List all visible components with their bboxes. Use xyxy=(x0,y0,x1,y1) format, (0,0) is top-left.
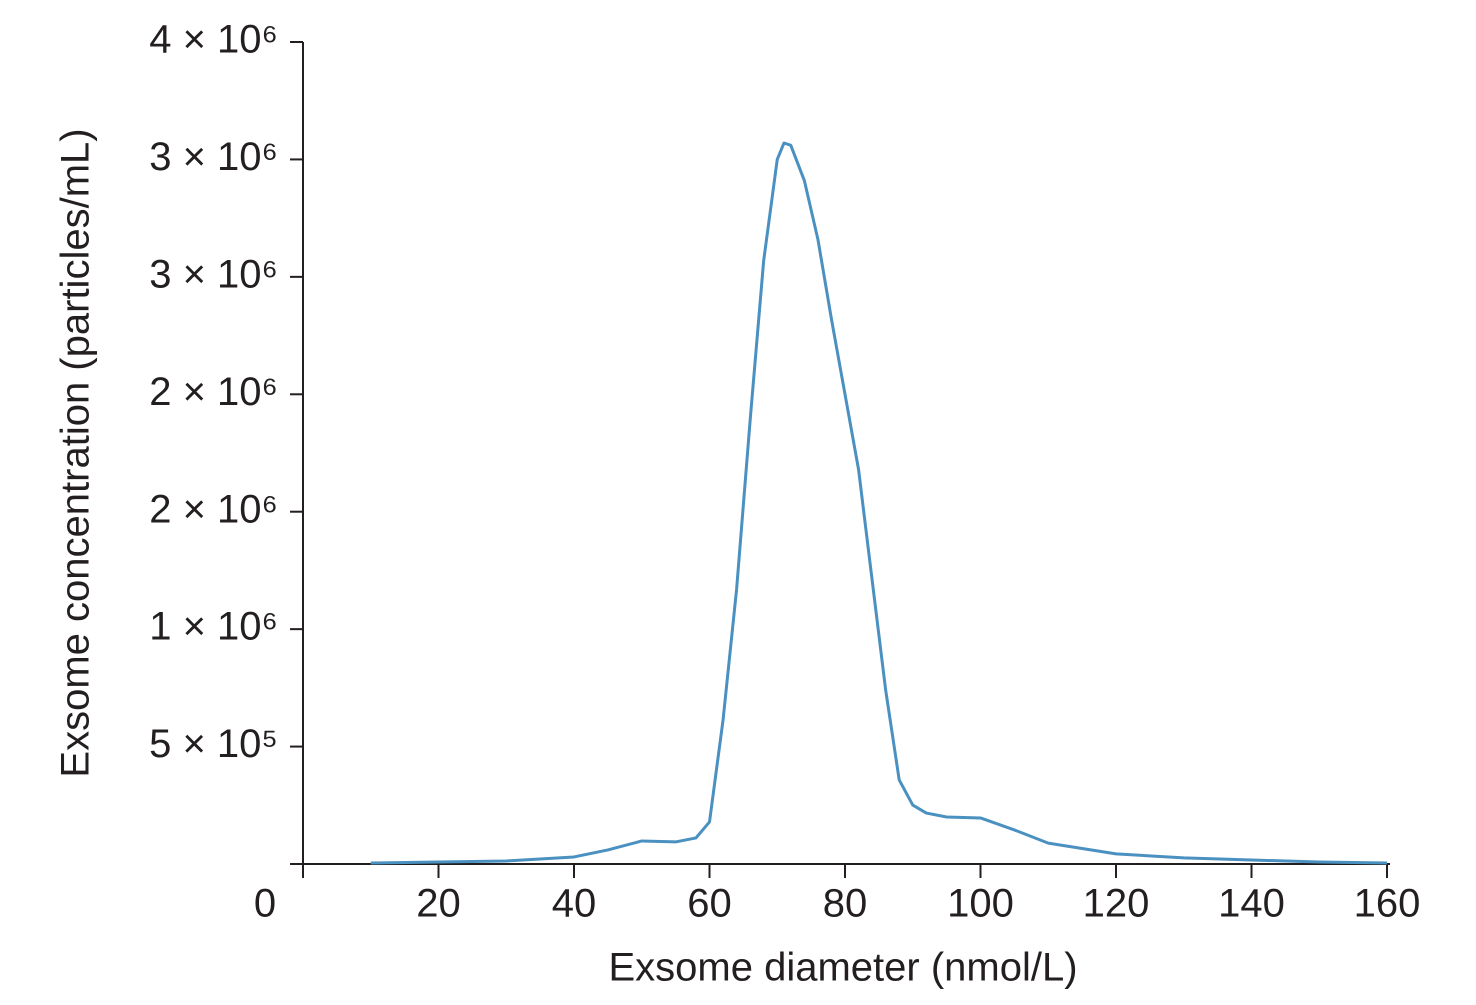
y-tick-label: 2 × 10⁶ xyxy=(149,370,278,414)
x-tick-label: 100 xyxy=(947,882,1014,926)
x-tick-label: 0 xyxy=(254,882,276,926)
x-tick-label: 40 xyxy=(552,882,597,926)
x-tick-label: 140 xyxy=(1218,882,1285,926)
data-line xyxy=(370,141,1388,865)
x-tick-label: 60 xyxy=(687,882,732,926)
y-tick-label: 1 × 10⁶ xyxy=(149,605,278,649)
x-tick-label: 120 xyxy=(1083,882,1150,926)
x-axis-label: Exsome diameter (nmol/L) xyxy=(608,946,1077,990)
y-tick-label: 2 × 10⁶ xyxy=(149,487,278,531)
x-tick-label: 20 xyxy=(416,882,461,926)
y-tick-label: 4 × 10⁶ xyxy=(149,18,278,62)
x-tick-label: 160 xyxy=(1354,882,1421,926)
x-tick-label: 80 xyxy=(823,882,868,926)
y-tick-label: 3 × 10⁶ xyxy=(149,135,278,179)
y-tick-label: 5 × 10⁵ xyxy=(149,722,278,766)
y-tick-label: 3 × 10⁶ xyxy=(149,252,278,296)
y-axis-label: Exsome concentration (particles/mL) xyxy=(54,128,98,777)
